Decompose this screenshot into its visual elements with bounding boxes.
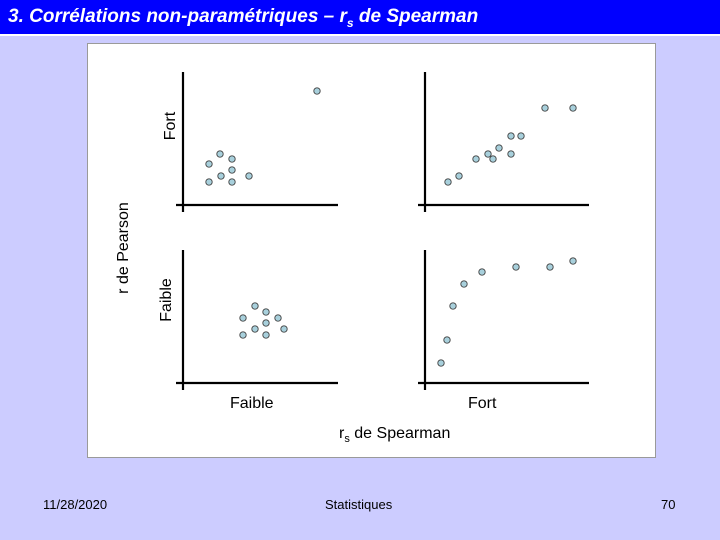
x-left-label: Faible — [230, 395, 274, 412]
y-bottom-label: Faible — [158, 278, 175, 322]
scatter-point — [444, 178, 452, 186]
scatter-point — [262, 331, 270, 339]
scatter-point — [489, 155, 497, 163]
scatter-point — [507, 132, 515, 140]
scatter-point — [449, 302, 457, 310]
scatter-point — [443, 336, 451, 344]
scatter-point — [205, 160, 213, 168]
y-top-label: Fort — [162, 111, 179, 141]
scatter-point — [239, 331, 247, 339]
scatter-point — [512, 263, 520, 271]
panel-fort-faible — [437, 257, 577, 367]
scatter-point — [228, 178, 236, 186]
scatter-point — [251, 325, 259, 333]
scatter-point — [239, 314, 247, 322]
panel-faible-faible — [239, 302, 288, 339]
scatter-point — [280, 325, 288, 333]
scatter-point — [228, 155, 236, 163]
scatter-point — [228, 166, 236, 174]
scatter-point — [455, 172, 463, 180]
scatter-point — [205, 178, 213, 186]
scatter-point — [274, 314, 282, 322]
footer-page: 70 — [661, 497, 676, 512]
slide-title: 3. Corrélations non-paramétriques – rs d… — [8, 6, 479, 30]
scatter-point — [472, 155, 480, 163]
scatter-point — [484, 150, 492, 158]
axes — [176, 72, 589, 390]
scatter-point — [569, 104, 577, 112]
scatter-point — [517, 132, 525, 140]
x-axis-label: rs de Spearman — [339, 425, 451, 446]
x-right-label: Fort — [468, 395, 497, 412]
scatter-point — [245, 172, 253, 180]
scatter-point — [217, 172, 225, 180]
scatter-point — [478, 268, 486, 276]
scatter-point — [262, 319, 270, 327]
panel-fort-fort — [444, 104, 577, 186]
scatter-point — [251, 302, 259, 310]
footer-date: 11/28/2020 — [43, 497, 108, 512]
scatter-point — [460, 280, 468, 288]
scatter-point — [216, 150, 224, 158]
title-bar: 3. Corrélations non-paramétriques – rs d… — [0, 0, 720, 36]
scatter-point — [313, 87, 321, 95]
scatter-point — [437, 359, 445, 367]
footer-center: Statistiques — [325, 497, 393, 512]
panel-faible-fort — [205, 87, 321, 186]
y-axis-label: r de Pearson — [115, 202, 132, 294]
scatter-point — [546, 263, 554, 271]
figure-frame — [87, 43, 656, 458]
scatter-point — [495, 144, 503, 152]
scatter-point — [262, 308, 270, 316]
scatter-point — [507, 150, 515, 158]
scatter-point — [541, 104, 549, 112]
points-layer — [205, 87, 577, 367]
scatter-point — [569, 257, 577, 265]
